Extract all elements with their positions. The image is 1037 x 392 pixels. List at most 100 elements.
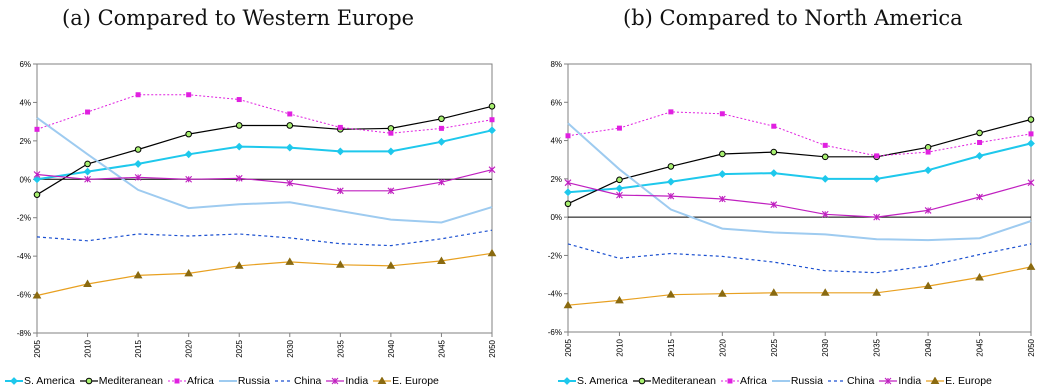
- chart-b-title: (b) Compared to North America: [623, 6, 963, 30]
- series-mediteranean: [33, 102, 496, 198]
- data-point: [438, 115, 445, 123]
- data-point: [235, 122, 243, 129]
- legend-swatch: [721, 378, 739, 384]
- data-point: [666, 177, 675, 186]
- legend-item: Africa: [720, 375, 767, 387]
- data-point: [975, 151, 984, 160]
- legend-swatch: [373, 376, 392, 385]
- data-point: [488, 126, 496, 135]
- data-point: [34, 126, 40, 132]
- legend-item: Mediteranean: [79, 375, 163, 387]
- x-tick-label: 2025: [235, 339, 244, 357]
- legend-marker: [10, 377, 18, 386]
- plot-frame: [36, 63, 493, 334]
- data-point: [185, 130, 192, 138]
- data-point: [771, 123, 777, 129]
- legend-marker: [563, 377, 571, 386]
- data-point: [236, 97, 242, 103]
- data-point: [666, 290, 676, 298]
- series-line: [36, 94, 493, 134]
- data-point: [33, 175, 41, 184]
- legend-label: S. America: [24, 375, 75, 388]
- data-point: [616, 191, 623, 199]
- legend-label: China: [293, 375, 322, 388]
- data-point: [820, 288, 830, 296]
- legend-item: E. Europe: [372, 375, 439, 387]
- data-point: [133, 270, 143, 279]
- data-point: [769, 169, 778, 178]
- series-line: [567, 118, 1032, 205]
- series-line: [36, 169, 493, 192]
- data-point: [438, 178, 445, 186]
- data-point: [564, 200, 572, 208]
- series-e-europe: [563, 262, 1036, 309]
- legend-item: S. America: [557, 375, 628, 387]
- legend-label: China: [846, 375, 875, 388]
- legend-item: China: [274, 375, 321, 387]
- series-line: [567, 243, 1032, 274]
- legend-label: Mediteranean: [98, 375, 163, 388]
- legend-item: Russia: [771, 375, 823, 387]
- data-point: [336, 187, 344, 195]
- data-point: [1028, 131, 1034, 137]
- legend-marker: [85, 378, 93, 385]
- y-tick-label: 0%: [550, 213, 562, 222]
- data-point: [335, 260, 345, 268]
- series-india: [33, 166, 496, 195]
- data-point: [874, 153, 880, 159]
- x-tick-label: 2040: [387, 339, 396, 357]
- data-point: [437, 256, 446, 264]
- data-point: [489, 117, 495, 123]
- legend-swatch: [326, 378, 345, 385]
- y-tick-label: 4%: [550, 137, 562, 146]
- x-tick-label: 2040: [924, 338, 933, 356]
- legend-label: Africa: [740, 375, 767, 388]
- series-china: [36, 229, 493, 247]
- data-point: [84, 175, 91, 183]
- legend-label: Mediteranean: [651, 375, 716, 388]
- legend-marker: [332, 378, 339, 385]
- data-point: [564, 188, 572, 197]
- legend-marker: [727, 378, 733, 384]
- x-tick-label: 2030: [286, 339, 295, 357]
- chart-a-plot: -8% -6% -4% -2% 0% 2% 4% 6% 2005 2010 2015 2020 2025…: [17, 60, 497, 358]
- data-point: [134, 173, 142, 181]
- legend-swatch: [5, 377, 23, 386]
- data-point: [975, 272, 984, 281]
- data-point: [769, 288, 779, 296]
- data-point: [33, 171, 41, 178]
- data-point: [718, 195, 726, 203]
- legend-item: India: [878, 375, 921, 387]
- legend-label: S. America: [577, 375, 628, 388]
- legend-marker: [174, 378, 180, 384]
- series-line: [567, 111, 1032, 157]
- x-tick-label: 2035: [873, 338, 882, 356]
- data-point: [976, 193, 983, 201]
- legend-label: Africa: [187, 375, 214, 388]
- data-point: [924, 166, 933, 175]
- series-line: [567, 266, 1032, 306]
- data-point: [336, 147, 345, 156]
- data-point: [1026, 262, 1036, 270]
- data-point: [337, 124, 343, 130]
- data-point: [615, 184, 624, 193]
- series-line: [36, 116, 493, 224]
- data-point: [822, 142, 828, 148]
- chart-a-legend: S. America Mediteranean Africa Russia China I…: [4, 375, 443, 387]
- data-point: [873, 213, 881, 221]
- data-point: [770, 201, 778, 209]
- y-tick-label: -6%: [17, 291, 31, 300]
- y-tick-label: 6%: [550, 98, 562, 107]
- data-point: [437, 137, 446, 146]
- series-line: [567, 142, 1032, 194]
- data-point: [32, 291, 42, 299]
- legend-item: Russia: [218, 375, 270, 387]
- series-russia: [567, 122, 1032, 242]
- data-point: [286, 122, 294, 129]
- data-point: [718, 170, 727, 178]
- data-point: [923, 281, 933, 290]
- legend-swatch: [79, 378, 98, 385]
- data-point: [83, 167, 92, 176]
- series-line: [567, 122, 1032, 242]
